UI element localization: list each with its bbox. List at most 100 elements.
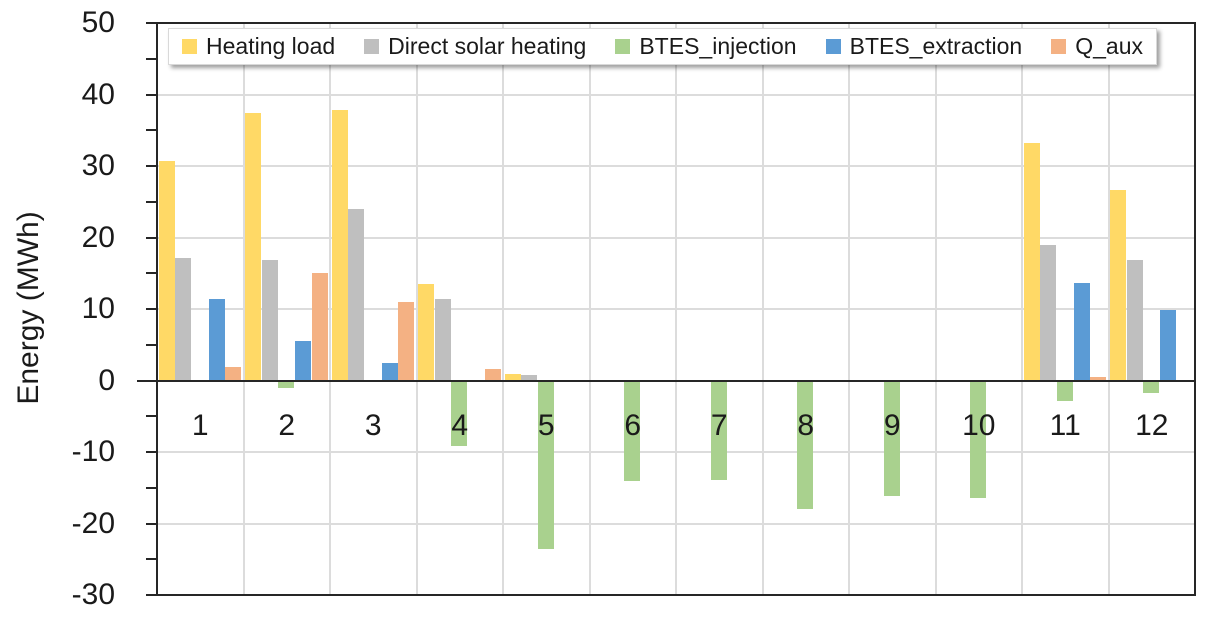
bar-direct-solar-heating-month-3: [348, 208, 365, 381]
y-axis-line: [156, 22, 158, 596]
bar-direct-solar-heating-month-4: [434, 298, 451, 381]
x-axis-tick-label: 5: [537, 408, 555, 442]
legend-label: Heating load: [206, 33, 336, 59]
gridline-vertical: [761, 23, 764, 595]
bar-btes-extraction-month-1: [208, 298, 225, 381]
x-axis-tick-label: 6: [624, 408, 642, 442]
y-axis-tick-label: -10: [71, 435, 115, 468]
x-axis-tick-label: 10: [962, 408, 996, 442]
legend-swatch-direct-solar-heating-icon: [364, 39, 380, 54]
x-axis-tick-label: 2: [278, 408, 296, 442]
bar-btes-injection-month-10: [970, 380, 987, 499]
y-axis-tick: [146, 451, 157, 453]
bar-btes-injection-month-8: [797, 380, 814, 510]
bar-heating-load-month-11: [1023, 143, 1040, 381]
bar-q-aux-month-4: [484, 369, 501, 381]
bar-btes-extraction-month-11: [1073, 282, 1090, 381]
legend: Heating load Direct solar heating BTES_inj…: [168, 28, 1157, 65]
bar-heating-load-month-3: [331, 110, 348, 381]
y-axis-tick-label: 40: [81, 77, 115, 111]
legend-label: BTES_extraction: [849, 33, 1023, 59]
y-axis-tick-label: 10: [81, 292, 115, 325]
legend-label: Q_aux: [1075, 33, 1143, 59]
bar-btes-injection-month-9: [883, 380, 900, 496]
y-axis-tick: [146, 129, 157, 132]
bar-btes-injection-month-6: [624, 380, 641, 481]
x-axis-tick-label: 4: [451, 408, 469, 442]
gridline-vertical: [675, 23, 677, 595]
y-axis-tick-label: -20: [71, 506, 115, 540]
bar-direct-solar-heating-month-1: [175, 257, 192, 381]
y-axis-tick: [146, 236, 157, 239]
bar-btes-injection-month-4: [451, 380, 468, 446]
legend-item-q-aux: Q_aux: [1051, 35, 1143, 58]
gridline-vertical: [329, 23, 331, 595]
y-axis-tick: [146, 486, 157, 489]
x-axis-zero-line: [137, 379, 1195, 382]
x-axis-tick-label: 9: [883, 408, 901, 442]
bar-direct-solar-heating-month-5: [521, 374, 538, 381]
gridline-vertical: [1107, 23, 1110, 595]
x-axis-tick-label: 1: [191, 408, 209, 442]
x-axis-tick-label: 11: [1049, 408, 1081, 442]
y-axis-tick: [146, 93, 157, 96]
legend-swatch-btes-injection-icon: [615, 39, 631, 54]
bar-btes-injection-month-12: [1143, 380, 1160, 394]
bar-heating-load-month-4: [418, 283, 435, 381]
x-axis-tick-label: 3: [364, 408, 382, 442]
x-axis-tick-label: 12: [1135, 408, 1169, 442]
legend-item-btes-injection: BTES_injection: [615, 33, 797, 59]
y-axis-tick: [146, 594, 157, 596]
bar-btes-injection-month-2: [278, 380, 295, 389]
bar-btes-extraction-month-3: [381, 363, 398, 381]
bar-q-aux-month-11: [1090, 376, 1107, 381]
legend-label: BTES_injection: [639, 33, 797, 59]
x-axis-tick-label: 7: [710, 408, 728, 442]
y-axis-tick: [146, 22, 157, 24]
bar-direct-solar-heating-month-11: [1040, 245, 1057, 381]
gridline-vertical: [502, 23, 504, 595]
bar-btes-extraction-month-12: [1160, 309, 1177, 381]
gridline-vertical: [588, 23, 591, 595]
bar-heating-load-month-5: [504, 374, 521, 381]
legend-swatch-btes-extraction-icon: [825, 39, 841, 54]
y-axis-tick: [146, 343, 157, 346]
bar-btes-injection-month-7: [710, 380, 727, 480]
bar-direct-solar-heating-month-2: [261, 260, 278, 381]
bar-q-aux-month-3: [398, 301, 415, 381]
y-axis-tick-label: 30: [81, 149, 115, 182]
plot-border-right: [1194, 22, 1196, 596]
legend-item-btes-extraction: BTES_extraction: [825, 33, 1023, 59]
y-axis-tick: [146, 200, 157, 203]
y-axis-tick: [146, 308, 157, 310]
legend-item-heating-load: Heating load: [182, 35, 335, 58]
bar-btes-extraction-month-2: [295, 341, 312, 381]
x-axis-tick-label: 8: [797, 408, 815, 442]
gridline-vertical: [934, 23, 937, 595]
y-axis-tick-label: 0: [98, 363, 115, 397]
y-axis-tick-label: 50: [81, 6, 115, 39]
legend-item-direct-solar-heating: Direct solar heating: [364, 35, 586, 58]
gridline-vertical: [242, 23, 245, 595]
y-axis-tick-label: -30: [71, 578, 115, 611]
bar-btes-injection-month-5: [537, 380, 554, 549]
bar-heating-load-month-2: [245, 113, 262, 381]
bar-heating-load-month-1: [158, 160, 175, 381]
bar-q-aux-month-1: [225, 366, 242, 381]
legend-swatch-heating-load-icon: [182, 39, 197, 54]
y-axis-tick: [146, 522, 157, 525]
y-axis-tick: [146, 415, 157, 418]
gridline-vertical: [415, 23, 418, 595]
legend-label: Direct solar heating: [388, 33, 587, 59]
bar-q-aux-month-2: [311, 273, 328, 381]
y-axis-tick: [146, 558, 157, 561]
y-axis-tick: [146, 165, 157, 167]
y-axis-tick: [146, 57, 157, 60]
y-axis-tick-label: 20: [81, 220, 115, 254]
bar-heating-load-month-12: [1110, 189, 1127, 381]
gridline-vertical: [1021, 23, 1023, 595]
plot-border-bottom: [156, 594, 1195, 596]
y-axis-tick: [146, 272, 157, 275]
gridline-vertical: [848, 23, 850, 595]
